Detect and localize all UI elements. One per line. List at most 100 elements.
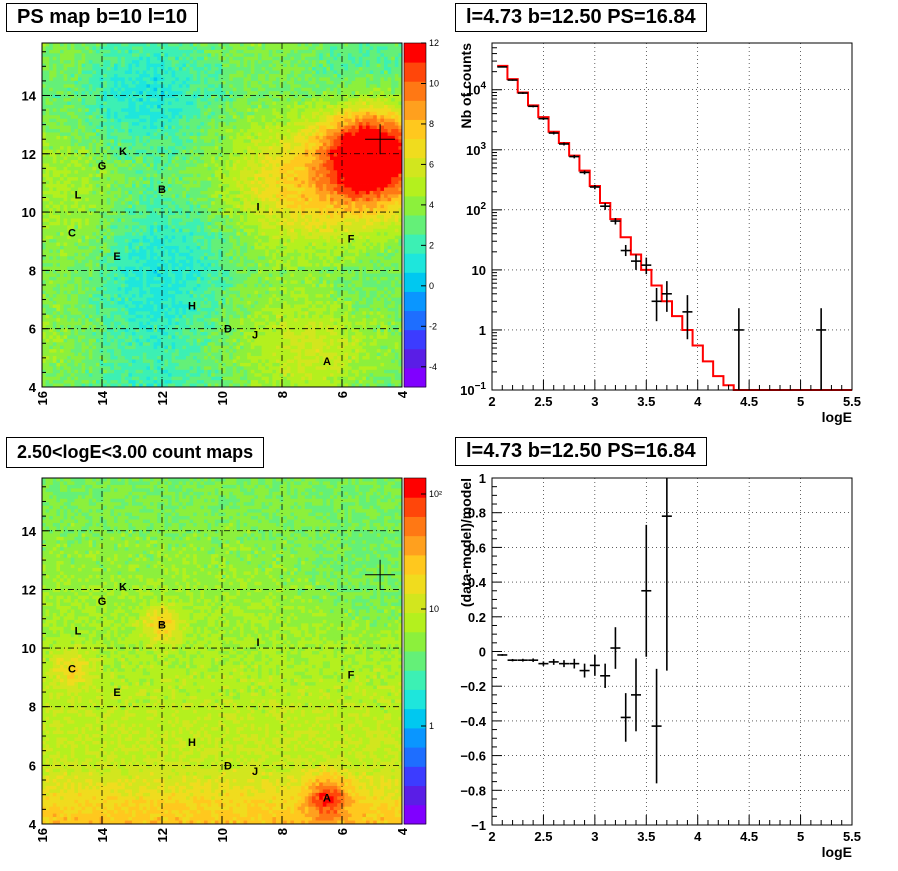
colorbar-bin bbox=[404, 119, 426, 140]
colorbar-bin bbox=[404, 291, 426, 312]
source-label-b: B bbox=[158, 620, 166, 632]
colorbar-tick-label: 10 bbox=[429, 604, 439, 614]
source-label-d: D bbox=[224, 324, 232, 336]
y-tick-label: −0.2 bbox=[460, 679, 486, 694]
x-tick-label: 12 bbox=[155, 828, 170, 842]
source-label-a: A bbox=[323, 356, 331, 368]
residual-point bbox=[559, 660, 569, 668]
y-tick-label: 103 bbox=[466, 141, 486, 158]
y-tick-label: 8 bbox=[29, 700, 36, 715]
y-tick-label: 0.4 bbox=[468, 575, 487, 590]
colorbar-frame bbox=[403, 42, 427, 388]
colorbar-bin bbox=[404, 138, 426, 159]
source-label-e: E bbox=[113, 251, 120, 263]
x-tick-label: 16 bbox=[35, 828, 50, 842]
data-point bbox=[610, 218, 621, 225]
colorbar-bin bbox=[404, 554, 426, 575]
colorbar-bin bbox=[404, 367, 426, 388]
x-tick-label: 4 bbox=[694, 394, 702, 409]
colorbar-bin bbox=[404, 689, 426, 710]
colorbar-bin bbox=[404, 497, 426, 517]
source-label-g: G bbox=[98, 596, 107, 608]
residual-point bbox=[620, 693, 631, 742]
data-point bbox=[641, 257, 652, 275]
source-label-f: F bbox=[348, 233, 355, 245]
colorbar-bin bbox=[404, 100, 426, 120]
colorbar-tick-label: 0 bbox=[429, 281, 434, 291]
data-point bbox=[733, 308, 744, 390]
y-tick-label: 10 bbox=[22, 205, 36, 220]
data-point bbox=[559, 142, 569, 146]
residual-point bbox=[579, 663, 590, 678]
ps-map-title: PS map b=10 l=10 bbox=[6, 3, 199, 32]
data-point bbox=[548, 131, 559, 135]
x-axis-label: logE bbox=[822, 844, 852, 860]
x-tick-label: 4 bbox=[395, 827, 410, 835]
residual-point bbox=[507, 658, 518, 662]
source-label-h: H bbox=[188, 300, 196, 312]
colorbar-bin bbox=[404, 727, 426, 748]
residual-title: l=4.73 b=12.50 PS=16.84 bbox=[455, 437, 707, 466]
residual-point bbox=[497, 654, 508, 656]
residual-grid bbox=[492, 478, 852, 825]
x-tick-label: 5 bbox=[797, 394, 804, 409]
y-tick-label: −0.6 bbox=[460, 749, 486, 764]
y-tick-label: 12 bbox=[22, 147, 36, 162]
x-tick-label: 10 bbox=[215, 828, 230, 842]
y-tick-label: 0.8 bbox=[468, 506, 486, 521]
y-tick-label: 1 bbox=[479, 323, 486, 338]
colorbar-bin bbox=[404, 62, 426, 82]
x-tick-label: 14 bbox=[95, 390, 110, 405]
x-tick-label: 5.5 bbox=[843, 829, 861, 844]
source-label-e: E bbox=[113, 687, 120, 699]
y-tick-label: 0.2 bbox=[468, 610, 486, 625]
x-tick-label: 2.5 bbox=[534, 394, 552, 409]
residual-point bbox=[528, 658, 539, 662]
colorbar-bin bbox=[404, 81, 426, 101]
x-tick-label: 14 bbox=[95, 827, 110, 842]
y-tick-label: 8 bbox=[29, 263, 36, 278]
x-tick-label: 4 bbox=[395, 390, 410, 398]
source-label-l: L bbox=[75, 190, 82, 202]
colorbar: 10² 10 1 bbox=[403, 477, 442, 825]
y-tick-label: 10 bbox=[472, 263, 486, 278]
data-point bbox=[517, 92, 528, 94]
data-point bbox=[528, 105, 539, 108]
colorbar-bin bbox=[404, 651, 426, 671]
x-tick-label: 5.5 bbox=[843, 394, 861, 409]
source-label-c: C bbox=[68, 664, 76, 676]
source-label-i: I bbox=[256, 201, 259, 213]
y-tick-label: 104 bbox=[466, 81, 486, 98]
x-tick-label: 16 bbox=[35, 391, 50, 405]
colorbar-bin bbox=[404, 348, 426, 369]
y-tick-label: 14 bbox=[22, 88, 37, 103]
x-tick-label: 8 bbox=[275, 828, 290, 835]
colorbar-bin bbox=[404, 804, 426, 825]
y-tick-label: 0 bbox=[479, 645, 486, 660]
colorbar-bin bbox=[404, 329, 426, 350]
source-label-b: B bbox=[158, 184, 166, 196]
residual-point bbox=[631, 658, 641, 732]
colorbar-tick-label: 4 bbox=[429, 200, 434, 210]
data-point bbox=[631, 254, 641, 270]
source-label-j: J bbox=[252, 766, 258, 778]
data-point bbox=[620, 244, 631, 257]
data-point bbox=[600, 202, 611, 210]
map-grid bbox=[42, 43, 402, 387]
data-point bbox=[682, 295, 693, 340]
source-label-g: G bbox=[98, 160, 107, 172]
colorbar-bin bbox=[404, 272, 426, 292]
source-label-j: J bbox=[252, 330, 258, 342]
x-tick-label: 6 bbox=[335, 391, 350, 398]
x-tick-label: 2 bbox=[488, 394, 495, 409]
colorbar-bin bbox=[404, 747, 426, 767]
data-point bbox=[661, 281, 672, 312]
map-grid bbox=[42, 478, 402, 824]
y-tick-label: −0.8 bbox=[460, 783, 486, 798]
colorbar-bin bbox=[404, 708, 426, 729]
colorbar-bin bbox=[404, 478, 426, 498]
colorbar-tick-label: 8 bbox=[429, 119, 434, 129]
y-tick-label: 0.6 bbox=[468, 540, 486, 555]
colorbar-bin bbox=[404, 612, 426, 633]
source-label-f: F bbox=[348, 669, 355, 681]
